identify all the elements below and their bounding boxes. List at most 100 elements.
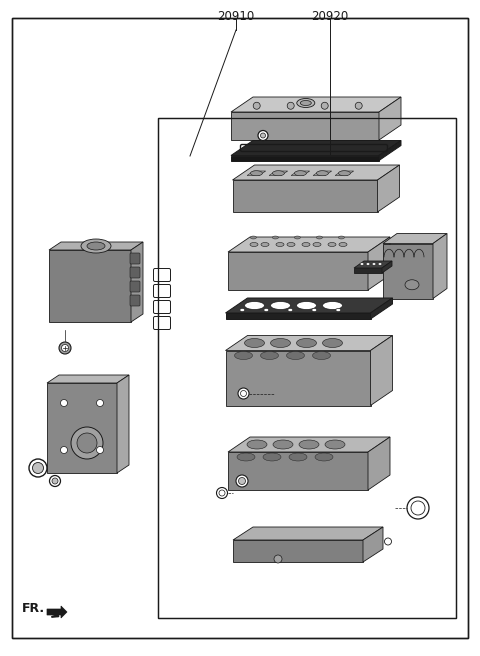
Ellipse shape: [300, 100, 312, 106]
Polygon shape: [379, 97, 401, 140]
Polygon shape: [231, 112, 379, 140]
Ellipse shape: [81, 239, 111, 253]
Circle shape: [216, 487, 228, 499]
Polygon shape: [131, 242, 143, 322]
Ellipse shape: [251, 171, 263, 176]
Ellipse shape: [244, 338, 264, 348]
Polygon shape: [291, 171, 310, 176]
Polygon shape: [231, 140, 401, 155]
Circle shape: [96, 447, 104, 453]
Circle shape: [253, 102, 260, 110]
Polygon shape: [233, 540, 363, 562]
Ellipse shape: [287, 243, 295, 247]
Ellipse shape: [336, 308, 341, 312]
Polygon shape: [313, 171, 332, 176]
Ellipse shape: [287, 352, 304, 359]
Circle shape: [258, 131, 268, 140]
Ellipse shape: [250, 243, 258, 247]
Ellipse shape: [297, 302, 316, 310]
Ellipse shape: [273, 440, 293, 449]
Ellipse shape: [263, 453, 281, 461]
Ellipse shape: [272, 171, 284, 176]
Circle shape: [261, 133, 265, 138]
Ellipse shape: [235, 352, 252, 359]
Circle shape: [407, 497, 429, 519]
Ellipse shape: [325, 440, 345, 449]
Ellipse shape: [366, 263, 370, 265]
FancyBboxPatch shape: [154, 285, 170, 298]
Circle shape: [321, 102, 328, 110]
Polygon shape: [354, 261, 392, 268]
Circle shape: [274, 555, 282, 563]
Polygon shape: [232, 165, 399, 180]
Ellipse shape: [276, 243, 284, 247]
Polygon shape: [49, 250, 131, 322]
Polygon shape: [228, 252, 368, 290]
FancyBboxPatch shape: [154, 300, 170, 314]
Polygon shape: [232, 180, 377, 212]
Polygon shape: [382, 261, 392, 273]
Polygon shape: [47, 606, 67, 618]
Ellipse shape: [271, 302, 290, 310]
Polygon shape: [269, 171, 288, 176]
Polygon shape: [47, 383, 117, 473]
Ellipse shape: [251, 236, 256, 239]
Circle shape: [49, 476, 60, 487]
Polygon shape: [226, 313, 371, 319]
Ellipse shape: [372, 263, 376, 265]
FancyBboxPatch shape: [130, 281, 140, 292]
Polygon shape: [226, 298, 393, 313]
Ellipse shape: [338, 171, 350, 176]
Polygon shape: [231, 155, 379, 161]
Circle shape: [236, 475, 248, 487]
Ellipse shape: [299, 440, 319, 449]
FancyBboxPatch shape: [154, 316, 170, 329]
Circle shape: [29, 459, 47, 477]
Circle shape: [287, 102, 294, 110]
FancyBboxPatch shape: [154, 268, 170, 281]
Polygon shape: [49, 242, 143, 250]
Bar: [158, 118, 456, 618]
Ellipse shape: [323, 338, 343, 348]
Circle shape: [71, 427, 103, 459]
Circle shape: [61, 344, 69, 352]
Ellipse shape: [312, 352, 331, 359]
Polygon shape: [117, 375, 129, 473]
Bar: [158, 118, 456, 618]
Text: 20910: 20910: [217, 10, 254, 23]
Polygon shape: [228, 437, 390, 452]
Ellipse shape: [87, 242, 105, 250]
Ellipse shape: [288, 308, 293, 312]
Ellipse shape: [237, 453, 255, 461]
Ellipse shape: [323, 302, 343, 310]
Ellipse shape: [328, 243, 336, 247]
Circle shape: [52, 478, 58, 484]
Circle shape: [60, 400, 68, 407]
Polygon shape: [383, 243, 433, 298]
Ellipse shape: [313, 243, 321, 247]
Polygon shape: [377, 165, 399, 212]
FancyBboxPatch shape: [130, 295, 140, 306]
Ellipse shape: [302, 243, 310, 247]
Polygon shape: [363, 527, 383, 562]
Polygon shape: [433, 234, 447, 298]
Ellipse shape: [272, 236, 278, 239]
Polygon shape: [233, 527, 383, 540]
Ellipse shape: [405, 279, 419, 290]
Polygon shape: [371, 335, 393, 405]
Ellipse shape: [247, 440, 267, 449]
Polygon shape: [247, 171, 266, 176]
Ellipse shape: [338, 236, 344, 239]
Circle shape: [240, 390, 247, 396]
Circle shape: [384, 538, 392, 545]
Circle shape: [239, 478, 245, 485]
Polygon shape: [226, 335, 393, 350]
Polygon shape: [371, 298, 393, 319]
Ellipse shape: [312, 308, 317, 312]
Polygon shape: [226, 350, 371, 405]
Polygon shape: [354, 268, 382, 273]
Circle shape: [219, 490, 225, 496]
Circle shape: [96, 400, 104, 407]
Ellipse shape: [360, 263, 364, 265]
Ellipse shape: [240, 308, 245, 312]
